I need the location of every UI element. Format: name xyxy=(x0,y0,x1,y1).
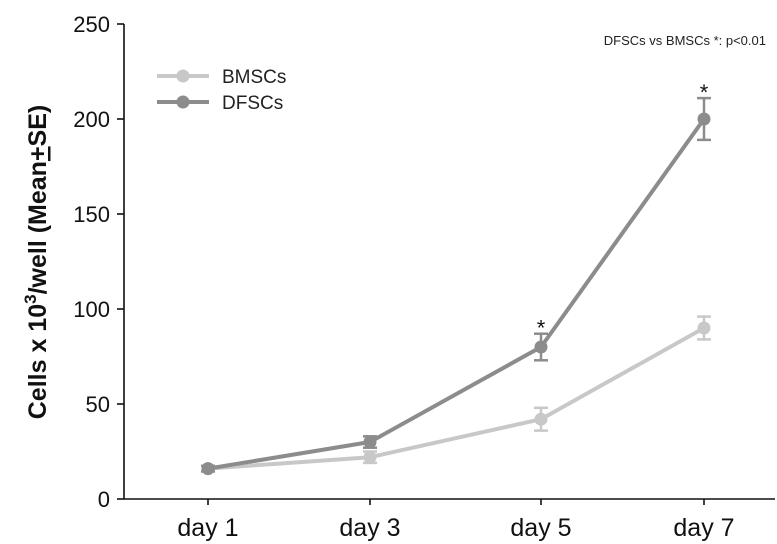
data-point xyxy=(363,450,377,464)
x-tick-label: day 5 xyxy=(510,514,571,542)
legend-item-dfscs: DFSCs xyxy=(157,93,283,114)
y-tick-label: 0 xyxy=(98,487,110,512)
x-axis-ticks: day 1 day 3 day 5 day 7 xyxy=(177,499,735,542)
y-axis-label-plus-minus: + xyxy=(24,146,52,161)
y-axis-label-middle: /well (Mean xyxy=(24,161,52,294)
series-layer xyxy=(201,96,711,476)
legend-label: BMSCs xyxy=(222,67,286,88)
x-tick-label: day 7 xyxy=(673,514,734,542)
y-axis-label: Cells x 103/well (Mean+SE) xyxy=(21,105,52,420)
y-tick-label: 50 xyxy=(86,392,110,417)
series-line xyxy=(207,117,706,471)
y-tick-label: 150 xyxy=(73,202,110,227)
data-point xyxy=(534,340,548,354)
significance-note: DFSCs vs BMSCs *: p<0.01 xyxy=(604,33,766,48)
x-tick-label: day 1 xyxy=(177,514,238,542)
y-tick-label: 200 xyxy=(73,107,110,132)
legend: BMSCs DFSCs xyxy=(157,67,286,114)
y-axis-ticks: 0 50 100 150 200 250 xyxy=(73,12,124,512)
data-point xyxy=(201,462,215,476)
legend-swatch-marker xyxy=(176,69,190,83)
data-point xyxy=(697,112,711,126)
significance-markers: ** xyxy=(537,80,709,341)
series-dfscs xyxy=(201,96,711,476)
y-axis-label-suffix: SE) xyxy=(24,105,52,147)
y-axis-label-superscript: 3 xyxy=(21,294,40,303)
legend-swatch-marker xyxy=(176,95,190,109)
data-point xyxy=(534,412,548,426)
series-line xyxy=(207,326,705,471)
data-point xyxy=(697,321,711,335)
significance-star: * xyxy=(537,316,546,341)
significance-star: * xyxy=(700,80,709,105)
x-tick-label: day 3 xyxy=(339,514,400,542)
data-point xyxy=(363,435,377,449)
y-tick-label: 250 xyxy=(73,12,110,37)
legend-label: DFSCs xyxy=(222,93,283,114)
y-axis-label-prefix: Cells x 10 xyxy=(24,304,52,419)
axes xyxy=(123,24,775,500)
y-tick-label: 100 xyxy=(73,297,110,322)
legend-item-bmscs: BMSCs xyxy=(157,67,286,88)
